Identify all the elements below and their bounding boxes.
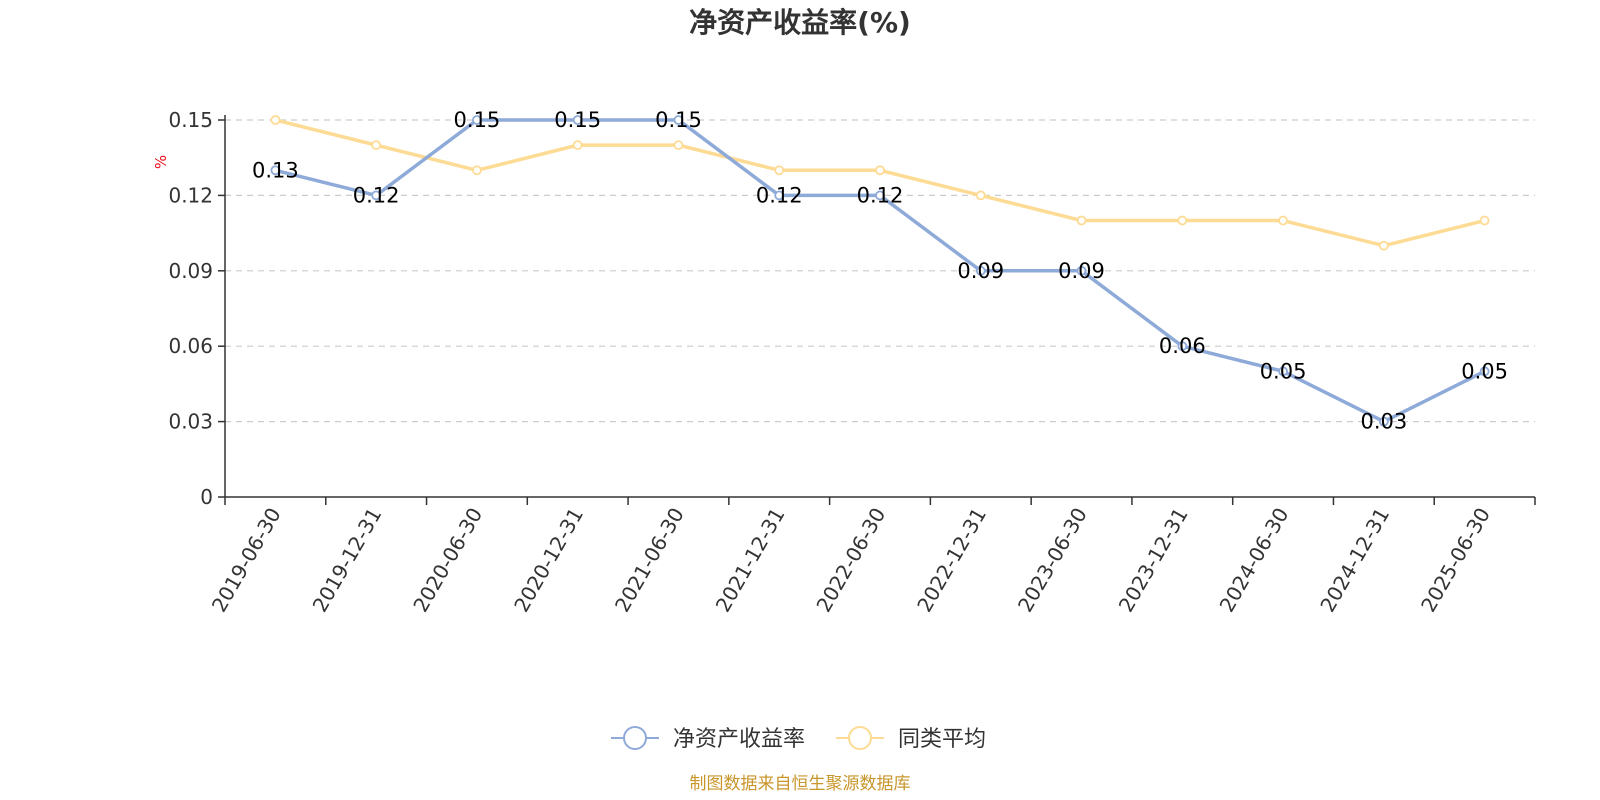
data-label: 0.15 (554, 108, 601, 132)
data-label: 0.12 (756, 183, 803, 207)
data-point (1177, 215, 1188, 226)
data-point (975, 265, 986, 276)
data-label: 0.05 (1260, 359, 1307, 383)
x-tick-label: 2021-12-31 (711, 504, 790, 617)
data-point (1278, 366, 1288, 377)
data-point (673, 115, 684, 125)
data-point (975, 190, 986, 201)
data-point (270, 115, 281, 125)
legend-marker (848, 726, 872, 750)
data-point (875, 190, 885, 201)
x-tick-label: 2025-06-30 (1416, 504, 1495, 617)
x-tick-label: 2023-06-30 (1013, 504, 1092, 617)
legend-label: 净资产收益率 (673, 727, 805, 752)
y-tick-label: 0.15 (168, 108, 213, 132)
series-lines (270, 115, 1490, 427)
legend-item-1[interactable]: 同类平均 (836, 726, 986, 752)
x-tick-label: 2020-06-30 (408, 504, 487, 617)
legend-marker (623, 726, 647, 750)
data-point (875, 165, 885, 176)
data-label: 0.09 (1058, 259, 1105, 283)
data-point (371, 190, 382, 201)
data-point (774, 165, 785, 176)
y-tick-label: 0 (200, 485, 213, 509)
legend-label: 同类平均 (898, 727, 986, 752)
y-tick-label: 0.06 (168, 334, 213, 358)
y-axis-unit-label: % (152, 155, 170, 169)
y-tick-label: 0.09 (168, 259, 213, 283)
data-label: 0.12 (857, 183, 904, 207)
data-point (572, 115, 583, 125)
legend-item-0[interactable]: 净资产收益率 (611, 726, 805, 752)
data-point (673, 140, 684, 151)
x-tick-label: 2024-12-31 (1315, 504, 1394, 617)
legend[interactable]: 净资产收益率 同类平均 (611, 726, 986, 752)
data-point (472, 165, 482, 176)
data-point (1076, 265, 1087, 276)
data-label: 0.06 (1159, 334, 1206, 358)
data-label: 0.09 (957, 259, 1004, 283)
data-point (1177, 341, 1188, 352)
data-point (774, 190, 785, 201)
data-label: 0.12 (353, 183, 400, 207)
data-point (1378, 416, 1389, 427)
x-tick-label: 2023-12-31 (1114, 504, 1193, 617)
grid-lines (225, 119, 1535, 423)
x-tick-label: 2019-12-31 (308, 504, 387, 617)
data-point (472, 115, 482, 125)
source-note: 制图数据来自恒生聚源数据库 (690, 774, 911, 794)
x-tick-label: 2019-06-30 (207, 504, 286, 617)
data-label: 0.15 (655, 108, 702, 132)
data-labels: 0.13 0.12 0.15 0.15 0.15 0.12 0.12 0.09 0.09 0.06… (252, 108, 1508, 434)
data-label: 0.05 (1461, 359, 1508, 383)
data-point (1278, 215, 1288, 226)
x-tick-label: 2020-12-31 (509, 504, 588, 617)
x-tick-label: 2021-06-30 (610, 504, 689, 617)
y-tick-label: 0.03 (168, 410, 213, 434)
x-tick-label: 2024-06-30 (1215, 504, 1294, 617)
y-tick-label: 0.12 (168, 183, 213, 207)
data-label: 0.15 (454, 108, 501, 132)
data-point (371, 140, 382, 151)
data-point (1479, 366, 1490, 377)
data-point (1378, 240, 1389, 251)
data-point (1076, 215, 1087, 226)
data-label: 0.13 (252, 158, 299, 182)
data-point (270, 165, 281, 176)
x-tick-label: 2022-06-30 (811, 504, 890, 617)
data-point (1479, 215, 1490, 226)
data-label: 0.03 (1360, 410, 1407, 434)
data-point (572, 140, 583, 151)
chart-title: 净资产收益率(%) (689, 6, 911, 39)
x-tick-label: 2022-12-31 (912, 504, 991, 617)
